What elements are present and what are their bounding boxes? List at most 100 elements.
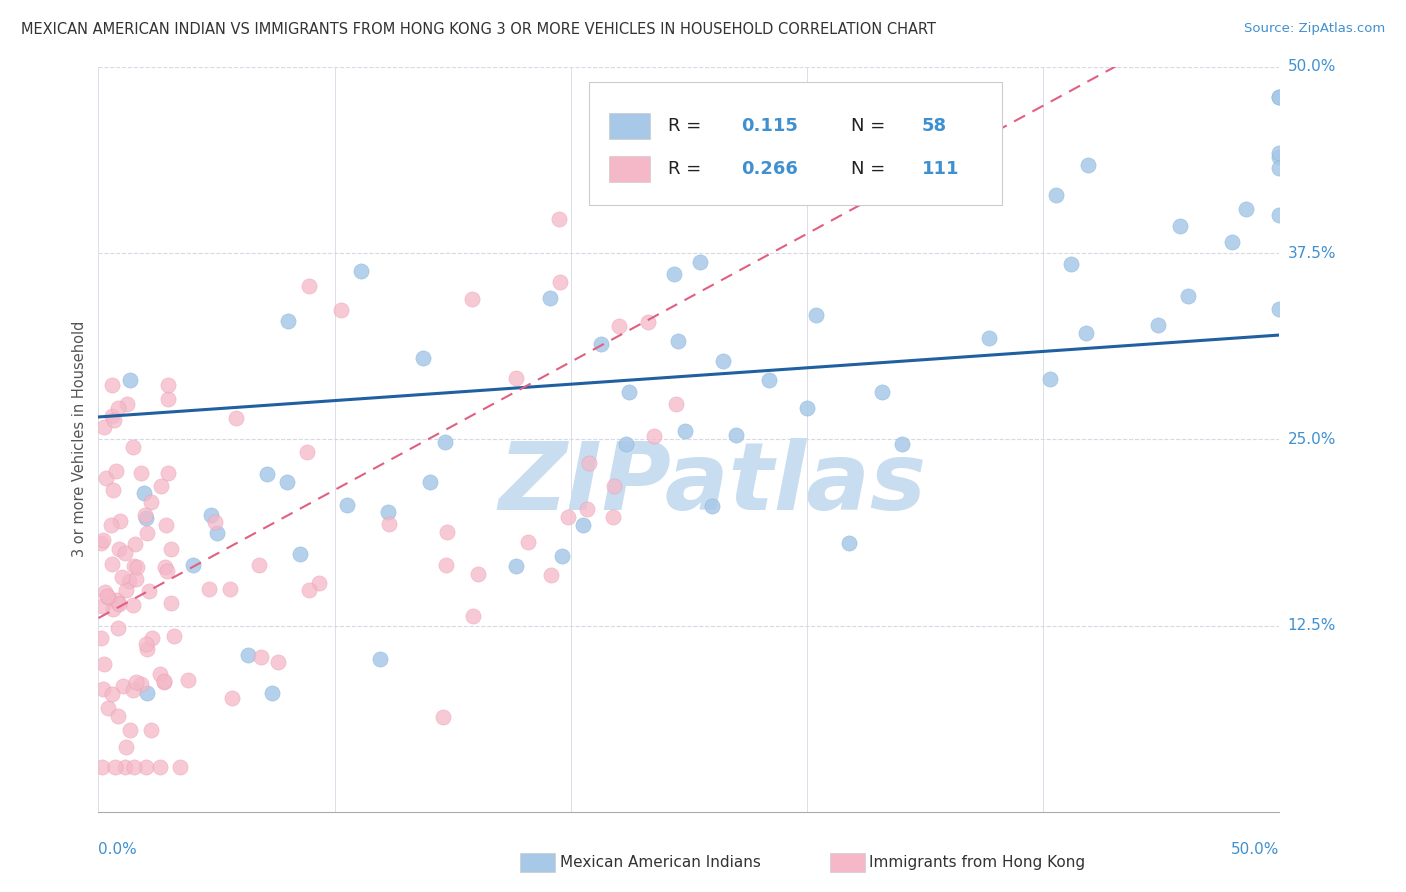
Point [107, 401, 129, 415]
Point [141, 495, 163, 509]
Point [838, 536, 860, 550]
Point [603, 479, 626, 493]
Point [666, 334, 689, 348]
Point [96, 590, 118, 604]
Text: 37.5%: 37.5% [1288, 245, 1336, 260]
Point [121, 599, 143, 613]
Point [804, 309, 827, 323]
Point [129, 676, 152, 690]
Point [711, 354, 734, 368]
Point [135, 760, 157, 774]
Point [132, 485, 155, 500]
Point [412, 351, 434, 366]
Point [689, 255, 711, 269]
Point [138, 583, 160, 598]
Point [104, 760, 127, 774]
Point [115, 739, 138, 754]
Point [247, 558, 270, 573]
Text: 12.5%: 12.5% [1288, 618, 1336, 633]
Text: MEXICAN AMERICAN INDIAN VS IMMIGRANTS FROM HONG KONG 3 OR MORE VEHICLES IN HOUSE: MEXICAN AMERICAN INDIAN VS IMMIGRANTS FR… [21, 22, 936, 37]
Point [540, 567, 562, 582]
Point [129, 466, 152, 480]
Point [1234, 202, 1257, 217]
Point [135, 637, 157, 651]
Point [160, 596, 183, 610]
Point [169, 760, 191, 774]
Point [1039, 372, 1062, 386]
Point [298, 278, 321, 293]
Point [548, 212, 571, 227]
Point [1060, 257, 1083, 271]
Point [467, 566, 489, 581]
Point [591, 337, 613, 351]
Point [225, 411, 247, 425]
Text: Source: ZipAtlas.com: Source: ZipAtlas.com [1244, 22, 1385, 36]
Text: 50.0%: 50.0% [1232, 842, 1279, 857]
Point [90, 760, 112, 774]
Point [550, 549, 572, 563]
Point [157, 467, 180, 481]
Point [368, 652, 391, 666]
Point [256, 467, 278, 482]
Point [103, 602, 125, 616]
Bar [609, 113, 650, 139]
Point [1268, 89, 1291, 103]
Point [101, 409, 124, 424]
Point [870, 384, 893, 399]
Point [122, 760, 145, 774]
Point [103, 483, 125, 497]
Point [700, 499, 723, 513]
Point [1077, 158, 1099, 172]
Point [617, 384, 640, 399]
Point [135, 525, 157, 540]
Point [91, 681, 114, 696]
Point [97, 701, 120, 715]
Point [134, 508, 156, 522]
Point [267, 655, 290, 669]
Point [115, 583, 138, 598]
Point [91, 533, 114, 548]
Point [200, 508, 222, 523]
Point [461, 292, 484, 306]
FancyBboxPatch shape [589, 82, 1002, 204]
Point [127, 560, 149, 574]
Point [434, 558, 457, 572]
Point [107, 541, 129, 556]
Point [153, 675, 176, 690]
Point [204, 515, 226, 529]
Point [463, 609, 485, 624]
Point [141, 631, 163, 645]
Point [644, 187, 666, 202]
Point [578, 456, 600, 470]
Point [673, 424, 696, 438]
Point [330, 303, 353, 318]
Point [120, 373, 142, 387]
Point [105, 464, 128, 478]
Point [436, 524, 458, 539]
Text: R =: R = [668, 117, 707, 135]
Point [153, 559, 176, 574]
Point [377, 505, 399, 519]
Point [288, 547, 311, 561]
Point [1220, 235, 1243, 249]
Point [207, 525, 229, 540]
Point [378, 517, 401, 532]
Point [221, 691, 243, 706]
Point [125, 675, 148, 690]
Point [1268, 150, 1291, 164]
Point [125, 572, 148, 586]
Point [1147, 318, 1170, 332]
Text: 0.115: 0.115 [741, 117, 797, 135]
Point [107, 596, 129, 610]
Text: 0.266: 0.266 [741, 160, 797, 178]
Point [155, 517, 177, 532]
Point [758, 373, 780, 387]
Point [103, 413, 125, 427]
Point [93, 420, 115, 434]
Point [107, 708, 129, 723]
Point [177, 673, 200, 688]
Point [156, 377, 179, 392]
Point [90, 631, 112, 645]
Point [977, 331, 1000, 345]
Point [557, 509, 579, 524]
